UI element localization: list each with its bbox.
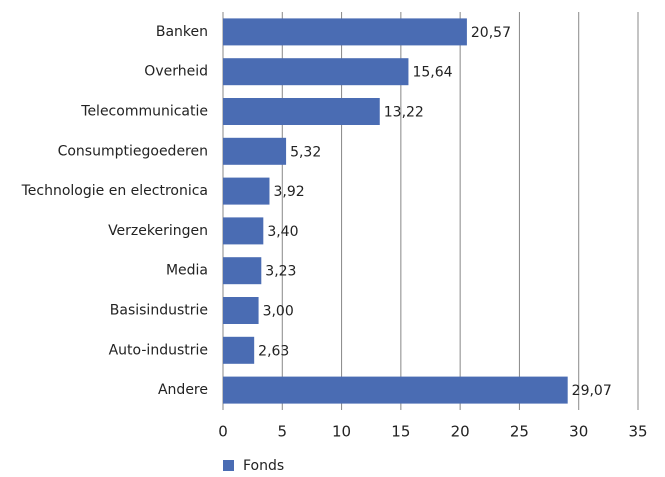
legend-label: Fonds: [243, 458, 284, 474]
x-tick-label: 20: [451, 423, 470, 441]
data-label: 20,57: [471, 25, 511, 41]
y-tick-label: Telecommunicatie: [80, 104, 208, 120]
data-label: 29,07: [572, 383, 612, 399]
y-tick-label: Basisindustrie: [110, 303, 208, 319]
bar: [223, 177, 270, 205]
data-label: 5,32: [290, 144, 321, 160]
bar: [223, 376, 568, 404]
x-tick-label: 15: [391, 423, 410, 441]
bar: [223, 137, 287, 165]
data-label: 3,23: [265, 264, 296, 280]
data-label: 3,00: [263, 304, 294, 320]
legend-swatch: [223, 460, 234, 471]
y-tick-label: Verzekeringen: [108, 223, 208, 239]
bar: [223, 336, 255, 364]
data-label: 13,22: [384, 105, 424, 121]
bar: [223, 217, 264, 245]
bar: [223, 257, 262, 285]
x-tick-label: 5: [278, 423, 288, 441]
x-tick-label: 25: [510, 423, 529, 441]
y-tick-label: Consumptiegoederen: [58, 143, 208, 159]
data-label: 2,63: [258, 343, 289, 359]
y-tick-label: Media: [166, 263, 208, 279]
y-tick-label: Technologie en electronica: [21, 183, 208, 199]
x-tick-label: 30: [569, 423, 588, 441]
data-label: 3,40: [267, 224, 298, 240]
bar: [223, 18, 467, 46]
y-tick-label: Banken: [156, 24, 208, 40]
bar: [223, 58, 409, 86]
y-tick-label: Auto-industrie: [109, 342, 208, 358]
bar: [223, 297, 259, 324]
x-tick-label: 35: [628, 423, 647, 441]
bar: [223, 98, 380, 125]
y-tick-label: Overheid: [144, 64, 208, 80]
x-tick-label: 0: [218, 423, 228, 441]
x-tick-label: 10: [332, 423, 351, 441]
data-label: 3,92: [273, 184, 304, 200]
y-tick-label: Andere: [158, 382, 208, 398]
data-label: 15,64: [412, 65, 452, 81]
